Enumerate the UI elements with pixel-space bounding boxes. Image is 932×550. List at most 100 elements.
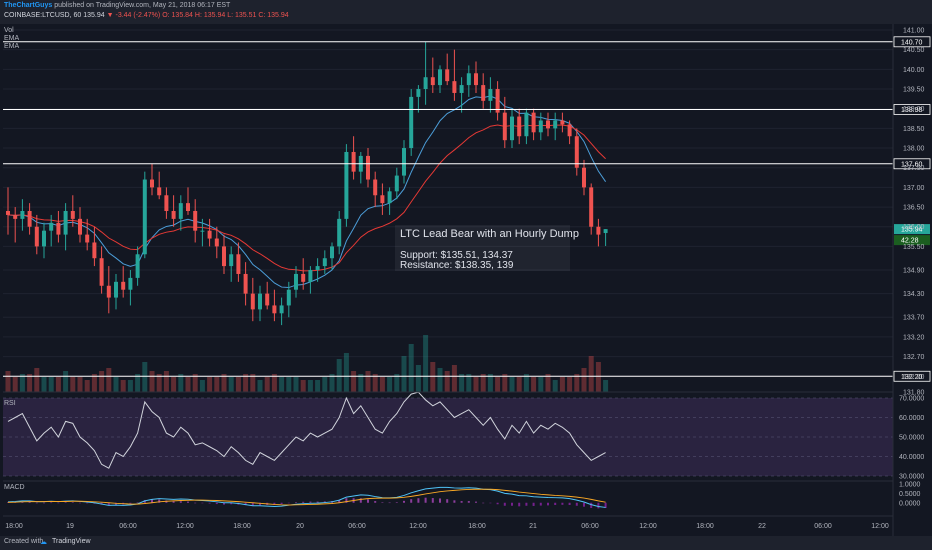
legend-ema-fast[interactable]: EMA — [4, 35, 20, 42]
macd-histogram-bar — [532, 502, 535, 506]
rsi-tick-label: 50.0000 — [899, 435, 924, 442]
candle-body — [459, 85, 464, 93]
candle-body — [517, 116, 522, 137]
macd-histogram-bar — [259, 502, 261, 506]
candle-body — [142, 179, 147, 255]
macd-histogram-bar — [309, 501, 312, 503]
macd-histogram-bar — [374, 501, 377, 503]
annotation-title: LTC Lead Bear with an Hourly Dump — [400, 228, 579, 240]
candle-body — [186, 203, 190, 211]
legend-ema-slow[interactable]: EMA — [4, 43, 20, 50]
candle-body — [150, 179, 154, 188]
volume-bar — [300, 380, 306, 392]
candle-body — [164, 195, 169, 211]
candle-body — [250, 293, 255, 310]
macd-histogram-bar — [107, 502, 110, 506]
candle-body — [337, 218, 342, 247]
candle-body — [589, 187, 594, 227]
candle-body — [315, 266, 320, 271]
macd-histogram-bar — [223, 502, 225, 505]
macd-histogram-bar — [554, 502, 557, 505]
macd-histogram-bar — [43, 502, 45, 504]
symbol-label[interactable]: COINBASE:LTCUSD, 60 — [4, 12, 82, 19]
candle-body — [301, 273, 306, 282]
volume-bar — [91, 374, 97, 392]
volume-bar — [113, 377, 119, 392]
candle-body — [78, 218, 82, 235]
candle-body — [387, 191, 392, 204]
volume-bar — [415, 365, 421, 392]
macd-histogram-bar — [403, 500, 405, 503]
time-tick-label: 18:00 — [696, 523, 714, 530]
macd-histogram-bar — [158, 499, 161, 503]
macd-histogram-bar — [7, 502, 9, 503]
price-tick-label: 137.00 — [903, 185, 925, 192]
legend-rsi[interactable]: RSI — [4, 400, 16, 407]
macd-histogram-bar — [295, 502, 297, 503]
volume-bar — [207, 377, 213, 392]
annotation-support: Support: $135.51, 134.37 — [400, 250, 513, 261]
volume-bar — [55, 377, 61, 392]
macd-histogram-bar — [417, 498, 420, 503]
candle-body — [258, 293, 262, 310]
signal-line — [7, 488, 606, 506]
candle-body — [409, 96, 414, 149]
author-name[interactable]: TheChartGuys — [4, 2, 53, 9]
price-tick-label: 140.00 — [903, 67, 925, 74]
macd-histogram-bar — [143, 500, 146, 503]
volume-bar — [192, 374, 198, 392]
macd-histogram-bar — [251, 502, 254, 506]
macd-histogram-bar — [460, 501, 463, 503]
time-axis: 18:00 19 06:00 12:00 18:00 20 06:00 12:00 18:00 2… — [5, 523, 889, 530]
macd-histogram-bar — [453, 500, 456, 503]
candle-body — [394, 175, 399, 192]
macd-histogram-bar — [439, 498, 441, 503]
legend-macd[interactable]: MACD — [4, 484, 25, 491]
volume-bar — [250, 374, 256, 392]
volume-bar — [545, 374, 551, 392]
macd-line — [7, 486, 606, 508]
candle-body — [99, 258, 104, 286]
last-price: 135.94 — [83, 12, 105, 19]
price-tick-label: 134.90 — [903, 268, 925, 275]
candle-body — [207, 230, 212, 239]
publish-info: TheChartGuys published on TradingView.co… — [4, 2, 230, 9]
ohlc-values: O: 135.84 H: 135.94 L: 135.51 C: 135.94 — [162, 12, 289, 19]
candles — [6, 41, 608, 326]
candle-body — [27, 211, 32, 227]
tradingview-brand[interactable]: TradingView — [52, 538, 91, 545]
macd-histogram-bar — [302, 501, 305, 503]
macd-histogram-bar — [424, 497, 427, 503]
tradingview-logo-icon: ☁ — [40, 539, 47, 546]
volume-bar — [459, 374, 465, 392]
legend-vol[interactable]: Vol — [4, 27, 14, 34]
macd-histogram-bar — [359, 498, 362, 503]
volume-bar — [63, 371, 69, 392]
macd-histogram-bar — [129, 502, 132, 504]
macd-pane: 1.0000 0.5000 0.0000 — [7, 482, 921, 509]
annotation-box[interactable]: LTC Lead Bear with an Hourly Dump Suppor… — [395, 225, 579, 271]
time-tick-label: 20 — [296, 523, 304, 530]
candle-body — [135, 254, 140, 278]
price-tick-label: 138.50 — [903, 126, 925, 133]
volume-bar — [379, 377, 385, 392]
volume-bar — [135, 374, 141, 392]
volume-bar — [12, 377, 18, 392]
volume-bar — [372, 374, 378, 392]
macd-histogram-bar — [86, 502, 89, 504]
macd-histogram-bar — [35, 502, 38, 504]
macd-histogram-bar — [208, 502, 211, 504]
time-tick-label: 06:00 — [348, 523, 366, 530]
annotation-resistance: Resistance: $138.35, 139 — [400, 260, 514, 271]
volume-bar — [99, 371, 105, 392]
volume-bar — [228, 377, 234, 392]
candle-body — [193, 211, 198, 231]
candle-body — [560, 120, 565, 125]
price-tick-label: 136.50 — [903, 205, 925, 212]
macd-histogram-bar — [172, 501, 175, 503]
macd-histogram-bar — [230, 502, 233, 505]
candle-body — [157, 187, 162, 196]
macd-histogram-bar — [525, 502, 528, 506]
